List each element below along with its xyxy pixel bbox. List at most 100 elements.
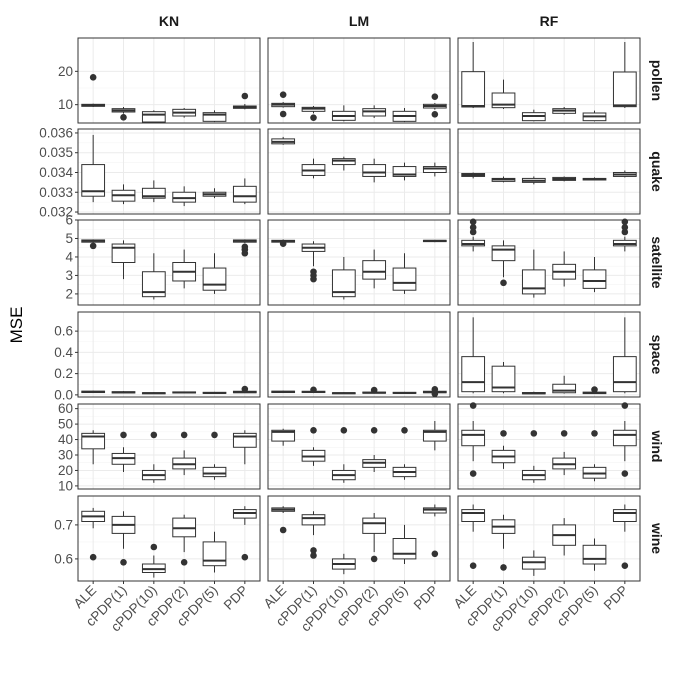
box-body [612, 509, 637, 523]
box-pdp [422, 386, 447, 398]
box-cpdp-2 [172, 108, 197, 118]
box-body [491, 365, 516, 393]
outlier-point [591, 386, 598, 393]
panel-background [267, 311, 451, 398]
outlier-point [89, 553, 97, 561]
box-body [362, 517, 387, 534]
y-tick-label: 0.0 [54, 387, 73, 402]
y-tick-label: 0.035 [39, 145, 73, 160]
y-tick-label: 4 [65, 249, 73, 264]
box-pdp [232, 239, 257, 257]
box-cpdp-5 [582, 177, 607, 181]
box-body [202, 466, 227, 478]
outlier-point [150, 543, 158, 551]
box-ale [271, 506, 296, 534]
panel-background [77, 403, 261, 490]
box-ale [461, 317, 486, 394]
box-body [612, 71, 637, 108]
panel-rf-quake [457, 128, 641, 215]
box-body [582, 269, 607, 289]
panel-rf-pollen [457, 37, 641, 124]
box-cpdp-2 [172, 391, 197, 394]
panel-border [457, 495, 641, 582]
strip-label-kn: KN [159, 13, 179, 29]
box-cpdp-5 [202, 188, 227, 199]
panel-border [457, 128, 641, 215]
outlier-point [310, 547, 317, 554]
box-cpdp-5 [582, 386, 607, 395]
outlier-point [621, 562, 629, 569]
box-pdp [232, 178, 257, 205]
y-tick-label: 50 [58, 417, 73, 432]
y-tick-label: 30 [58, 448, 73, 463]
panel-border [77, 495, 261, 582]
panel-border [267, 128, 451, 215]
outlier-point [401, 426, 408, 434]
box-ale [271, 136, 296, 145]
box-body [81, 164, 106, 197]
box-cpdp-1 [301, 386, 326, 394]
y-tick-label: 10 [58, 97, 73, 112]
box-ale [81, 239, 106, 250]
outlier-point [431, 390, 439, 398]
box-pdp [612, 402, 637, 477]
box-body [301, 514, 326, 526]
panel-kn-space [77, 311, 261, 398]
box-cpdp-1 [111, 184, 136, 205]
box-cpdp-1 [301, 158, 326, 179]
box-cpdp-10 [141, 543, 166, 578]
box-ale [461, 172, 486, 179]
panel-background [267, 128, 451, 215]
box-cpdp-10 [331, 426, 356, 483]
box-cpdp-10 [141, 110, 166, 123]
box-body [461, 356, 486, 393]
strip-label-pollen: pollen [649, 60, 665, 101]
panel-background [457, 403, 641, 490]
panel-background [457, 495, 641, 582]
box-cpdp-10 [141, 253, 166, 300]
box-cpdp-2 [552, 251, 577, 287]
strip-label-quake: quake [649, 151, 665, 192]
panel-background [267, 219, 451, 306]
panel-kn-wine [77, 495, 261, 582]
panel-lm-quake [267, 128, 451, 215]
x-tick-label-pdp: PDP [221, 583, 251, 613]
outlier-point [279, 110, 287, 118]
strip-label-satellite: satellite [649, 236, 665, 288]
box-cpdp-10 [331, 256, 356, 300]
outlier-point [120, 559, 127, 566]
box-body [422, 429, 447, 442]
box-cpdp-2 [362, 105, 387, 118]
panel-rf-wine [457, 495, 641, 582]
panel-border [457, 37, 641, 124]
panel-border [77, 37, 261, 124]
panel-background [267, 37, 451, 124]
panel-background [457, 311, 641, 398]
panel-border [267, 219, 451, 306]
box-cpdp-1 [111, 431, 136, 472]
box-cpdp-5 [392, 253, 417, 294]
box-cpdp-1 [491, 430, 516, 469]
box-ale [461, 504, 486, 569]
box-cpdp-5 [582, 256, 607, 293]
box-body [331, 269, 356, 298]
strip-label-wine: wine [649, 522, 665, 554]
box-body [392, 267, 417, 291]
outlier-point [591, 430, 598, 437]
panel-kn-quake [77, 128, 261, 215]
strip-label-space: space [649, 335, 665, 375]
box-cpdp-1 [491, 514, 516, 571]
y-tick-label: 0.4 [54, 345, 73, 360]
box-cpdp-2 [552, 107, 577, 115]
box-ale [461, 218, 486, 252]
box-body [392, 166, 417, 177]
box-body [232, 432, 257, 448]
outlier-point [279, 91, 287, 98]
box-body [582, 544, 607, 565]
outlier-point [621, 224, 629, 231]
panel-background [267, 403, 451, 490]
outlier-point [370, 386, 378, 394]
box-ale [271, 239, 296, 247]
panel-lm-wind [267, 403, 451, 490]
